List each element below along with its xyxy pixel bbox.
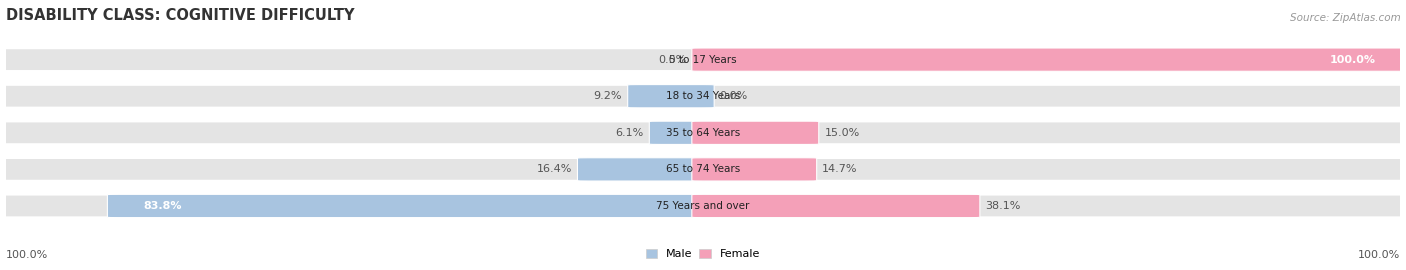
FancyBboxPatch shape [650, 121, 714, 144]
Text: 0.0%: 0.0% [658, 55, 686, 65]
FancyBboxPatch shape [627, 85, 714, 108]
Text: 65 to 74 Years: 65 to 74 Years [666, 164, 740, 174]
Legend: Male, Female: Male, Female [647, 248, 759, 259]
FancyBboxPatch shape [692, 158, 817, 181]
FancyBboxPatch shape [578, 158, 714, 181]
Text: 5 to 17 Years: 5 to 17 Years [669, 55, 737, 65]
FancyBboxPatch shape [0, 85, 1406, 108]
Text: 35 to 64 Years: 35 to 64 Years [666, 128, 740, 138]
Text: 6.1%: 6.1% [616, 128, 644, 138]
Text: 14.7%: 14.7% [823, 164, 858, 174]
Text: 83.8%: 83.8% [143, 201, 183, 211]
FancyBboxPatch shape [0, 121, 1406, 144]
Text: 0.0%: 0.0% [720, 91, 748, 101]
Text: 100.0%: 100.0% [1358, 250, 1400, 260]
Text: 38.1%: 38.1% [986, 201, 1021, 211]
FancyBboxPatch shape [692, 121, 818, 144]
Text: 16.4%: 16.4% [537, 164, 572, 174]
FancyBboxPatch shape [0, 194, 1406, 218]
Text: 18 to 34 Years: 18 to 34 Years [666, 91, 740, 101]
Text: Source: ZipAtlas.com: Source: ZipAtlas.com [1289, 13, 1400, 23]
Text: 9.2%: 9.2% [593, 91, 621, 101]
Text: 75 Years and over: 75 Years and over [657, 201, 749, 211]
FancyBboxPatch shape [692, 194, 980, 218]
Text: 100.0%: 100.0% [6, 250, 48, 260]
FancyBboxPatch shape [692, 48, 1406, 71]
FancyBboxPatch shape [107, 194, 714, 218]
FancyBboxPatch shape [0, 158, 1406, 181]
FancyBboxPatch shape [0, 48, 1406, 72]
Text: DISABILITY CLASS: COGNITIVE DIFFICULTY: DISABILITY CLASS: COGNITIVE DIFFICULTY [6, 8, 354, 23]
Text: 100.0%: 100.0% [1329, 55, 1375, 65]
Text: 15.0%: 15.0% [824, 128, 859, 138]
